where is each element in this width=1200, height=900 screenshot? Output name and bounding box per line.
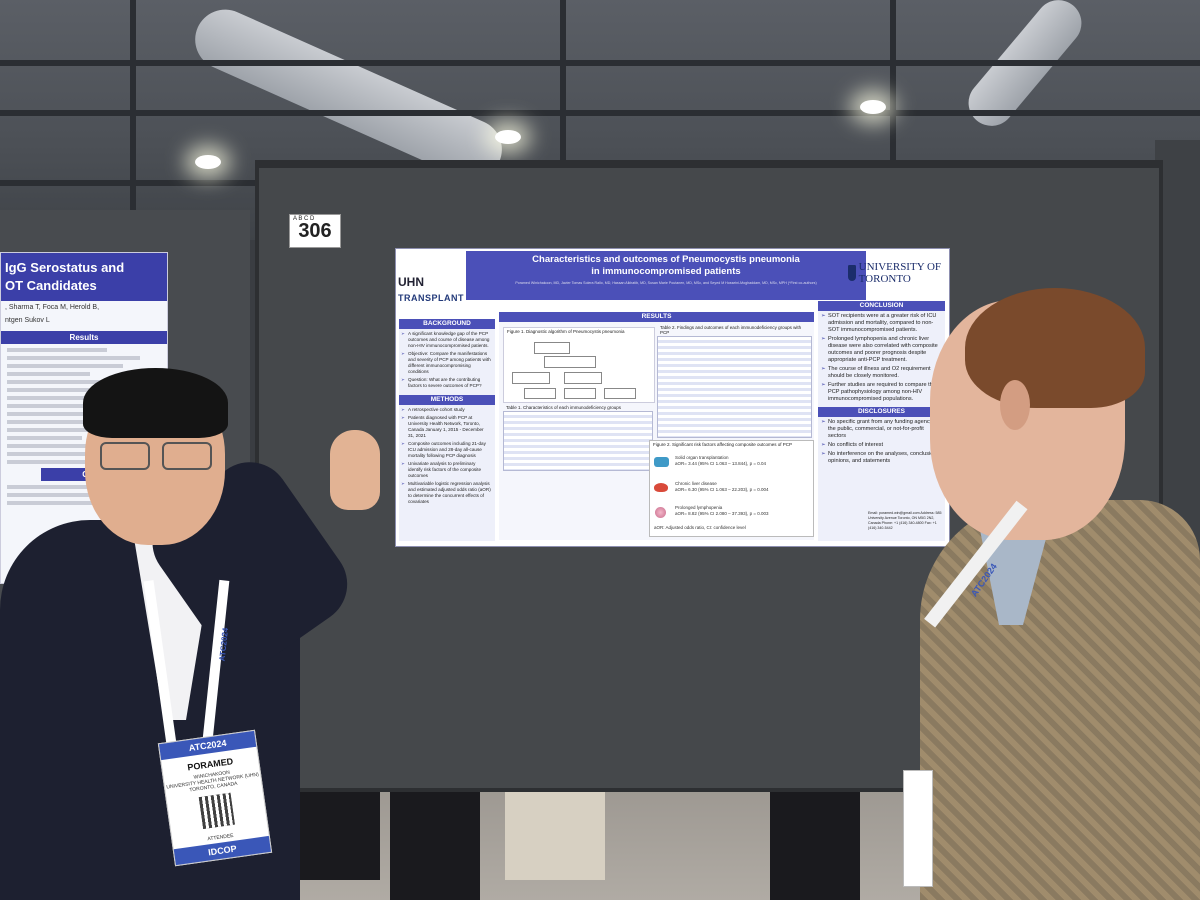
uoft-logo-text: UNIVERSITY OF TORONTO — [858, 261, 942, 285]
poster-left-column: BACKGROUND A significant knowledge gap o… — [399, 319, 495, 541]
figure2-caption: Figure 2. Significant risk factors affec… — [653, 442, 792, 447]
table1-grid — [503, 411, 653, 471]
background-item: A significant knowledge gap of the PCP o… — [399, 329, 495, 349]
organ-transplant-icon — [654, 457, 669, 467]
results-heading: RESULTS — [499, 312, 814, 322]
uoft-crest-icon — [848, 265, 856, 281]
presenter-hand — [330, 430, 380, 510]
liver-icon — [654, 483, 668, 492]
poster-title: Characteristics and outcomes of Pneumocy… — [532, 254, 800, 265]
poster-authors: Poramed Winichakoon, MD, Javier Tomas So… — [515, 281, 817, 285]
ceiling-truss — [0, 110, 1200, 116]
conclusion-item: SOT recipients were at a greater risk of… — [818, 311, 945, 334]
left-poster-title: IgG Serostatus and — [5, 260, 125, 275]
left-poster-results-heading: Results — [1, 331, 167, 344]
presenter-hair — [83, 368, 228, 438]
poster-right-column: CONCLUSION SOT recipients were at a grea… — [818, 301, 945, 541]
background-heading: BACKGROUND — [399, 319, 495, 329]
left-poster-authors: ntgen Sukov L — [5, 317, 50, 324]
listener-hair — [965, 288, 1145, 408]
ceiling-light — [860, 100, 886, 114]
left-poster-header: IgG Serostatus and OT Candidates — [1, 253, 167, 301]
transplant-logo-text: TRANSPLANT — [398, 293, 464, 303]
methods-item: Composite outcomes including 21-day ICU … — [399, 439, 495, 459]
risk-factor-name: Solid organ transplantation — [675, 455, 729, 460]
aor-note: aOR: Adjusted odds ratio, CI: confidence… — [654, 525, 746, 530]
qr-code-icon — [198, 792, 235, 829]
risk-factor-stat: aOR= 3.44 (95% CI 1.063 – 13.844), p = 0… — [675, 461, 767, 466]
ceiling-light — [495, 130, 521, 144]
disclosure-item: No interference on the analyses, conclus… — [818, 449, 945, 465]
research-poster: UHN TRANSPLANT Characteristics and outco… — [395, 248, 950, 547]
risk-factor-item: Prolonged lymphopenia aOR= 8.82 (95% CI … — [675, 505, 810, 517]
conclusion-heading: CONCLUSION — [818, 301, 945, 311]
conclusion-item: Further studies are required to compare … — [818, 380, 945, 403]
ceiling-light — [195, 155, 221, 169]
table2: Table 2. Findings and outcomes of each i… — [657, 324, 812, 438]
table2-caption: Table 2. Findings and outcomes of each i… — [660, 325, 802, 335]
disclosure-item: No conflicts of interest — [818, 440, 945, 449]
booth-number: 306 — [298, 219, 332, 242]
ceiling-truss — [0, 60, 1200, 66]
methods-item: Univariate analysis to preliminary ident… — [399, 459, 495, 479]
poster-title-banner: Characteristics and outcomes of Pneumocy… — [466, 251, 866, 300]
methods-item: A retrospective cohort study — [399, 405, 495, 413]
presenter-lanyard: ATC2024 — [143, 579, 230, 750]
lymphocyte-icon — [655, 507, 666, 518]
table1-caption: Table 1. Characteristics of each immunod… — [506, 405, 622, 410]
disclosure-item: No specific grant from any funding agenc… — [818, 417, 945, 440]
booth-number-sign: A B C D 306 — [289, 214, 341, 248]
risk-factor-stat: aOR= 6.30 (95% CI 1.063 – 22.203), p = 0… — [675, 487, 769, 492]
risk-factor-name: Chronic liver disease — [675, 481, 717, 486]
visitor-leg — [770, 780, 860, 900]
figure2-risk-factors: Figure 2. Significant risk factors affec… — [649, 440, 814, 537]
listener-lanyard: ATC2024 — [924, 500, 1125, 645]
contact-info: Email: poramed.win@gmail.com Address: 58… — [868, 511, 942, 530]
listener-name-badge — [903, 770, 933, 887]
table1: Table 1. Characteristics of each immunod… — [503, 404, 653, 471]
uoft-logo: UNIVERSITY OF TORONTO — [848, 251, 946, 295]
listener-ear — [1000, 380, 1030, 430]
ceiling-beam — [890, 0, 896, 160]
methods-item: Patients diagnosed with PCP at Universit… — [399, 413, 495, 439]
uhn-logo-text: UHN — [398, 275, 424, 289]
risk-factor-stat: aOR= 8.82 (95% CI 2.080 – 37.393), p = 0… — [675, 511, 769, 516]
presenter-name-badge: ATC2024 PORAMED WINICHAKOON UNIVERSITY H… — [157, 729, 273, 867]
background-item: Objective: Compare the manifestations an… — [399, 349, 495, 375]
booth-sign-small-text: A B C D — [293, 216, 315, 222]
ceiling-beam — [560, 0, 566, 180]
left-poster-authors: , Sharma T, Foca M, Herold B, — [5, 304, 100, 311]
disclosures-heading: DISCLOSURES — [818, 407, 945, 417]
figure1-diagnostic-algorithm: Figure 1. Diagnostic algorithm of Pneumo… — [503, 327, 655, 403]
ceiling-beam — [130, 0, 136, 210]
glasses-icon — [100, 442, 212, 470]
risk-factor-item: Solid organ transplantation aOR= 3.44 (9… — [675, 455, 810, 467]
figure1-caption: Figure 1. Diagnostic algorithm of Pneumo… — [507, 329, 625, 334]
conclusion-item: The course of illness and O2 requirement… — [818, 364, 945, 380]
table2-grid — [657, 336, 812, 438]
uhn-logo: UHN TRANSPLANT — [398, 275, 468, 317]
background-item: Question: What are the contributing fact… — [399, 375, 495, 389]
left-poster-title: OT Candidates — [5, 278, 97, 293]
poster-results-column: RESULTS Figure 1. Diagnostic algorithm o… — [499, 312, 814, 540]
methods-heading: METHODS — [399, 395, 495, 405]
methods-item: Multivariable logistic regression analys… — [399, 479, 495, 505]
risk-factor-name: Prolonged lymphopenia — [675, 505, 723, 510]
poster-title: in immunocompromised patients — [591, 266, 741, 277]
risk-factor-item: Chronic liver disease aOR= 6.30 (95% CI … — [675, 481, 810, 493]
conclusion-item: Prolonged lymphopenia and chronic liver … — [818, 334, 945, 364]
